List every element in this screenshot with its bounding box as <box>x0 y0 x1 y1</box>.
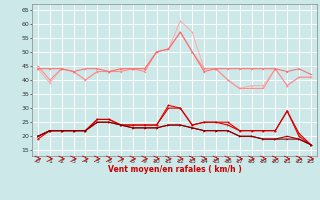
X-axis label: Vent moyen/en rafales ( km/h ): Vent moyen/en rafales ( km/h ) <box>108 165 241 174</box>
